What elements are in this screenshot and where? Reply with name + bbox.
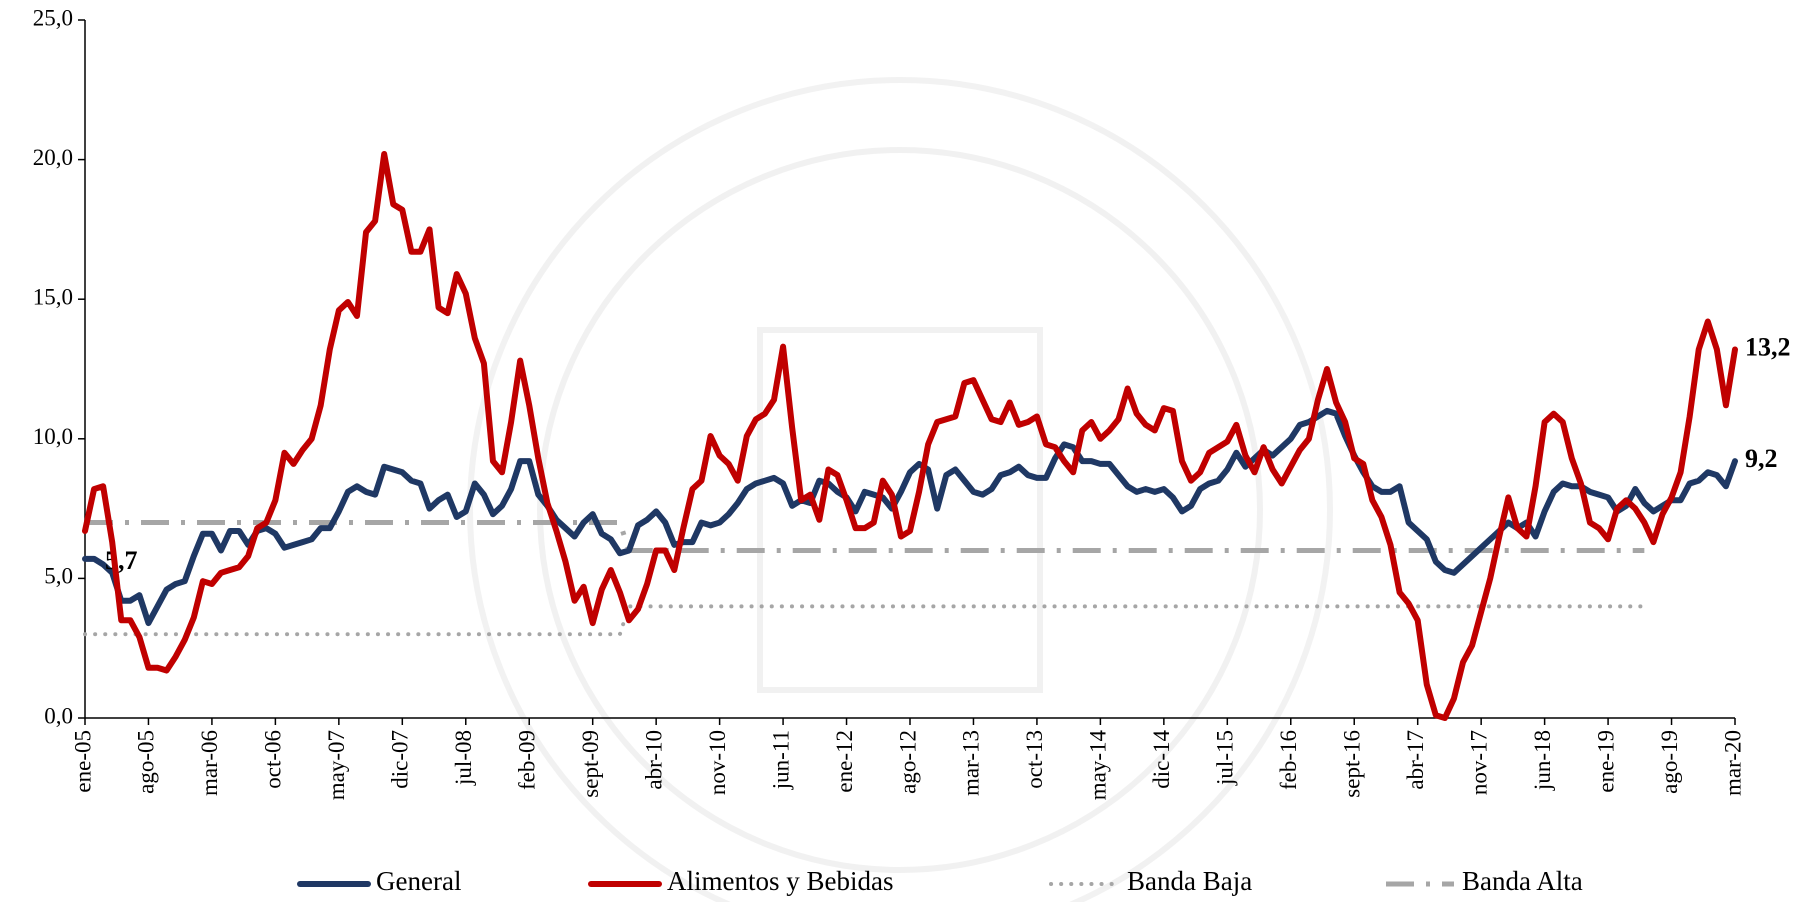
y-tick-label: 5,0 [44,564,73,589]
x-tick-label: jun-18 [1530,730,1555,791]
x-tick-label: jul-08 [451,730,476,786]
y-tick-label: 25,0 [33,5,73,30]
x-tick-label: mar-06 [197,730,222,796]
x-tick-label: ago-19 [1657,730,1682,794]
legend-label: General [376,866,461,896]
series-line [85,520,1645,553]
x-tick-label: sept-09 [578,730,603,798]
x-tick-label: ene-19 [1593,730,1618,793]
x-tick-label: abr-10 [641,730,666,790]
x-tick-label: feb-09 [515,730,540,790]
x-tick-label: dic-14 [1149,730,1174,789]
x-tick-label: oct-13 [1022,730,1047,789]
watermark [467,77,1333,902]
x-tick-label: jun-11 [768,730,793,790]
x-tick-label: ene-12 [832,730,857,793]
series-line [82,407,1738,627]
data-label: 13,2 [1745,332,1791,361]
x-tick-label: nov-10 [705,730,730,795]
y-tick-label: 20,0 [33,145,73,170]
x-tick-label: may-14 [1086,730,1111,801]
series-line [83,604,1647,637]
legend-label: Alimentos y Bebidas [667,866,893,896]
x-tick-label: ene-05 [70,730,95,793]
x-tick-label: sept-16 [1340,730,1365,798]
y-tick-label: 15,0 [33,284,73,309]
data-label: 5,7 [105,546,138,575]
x-tick-label: jul-15 [1213,730,1238,786]
x-tick-label: dic-07 [388,730,413,789]
legend-label: Banda Alta [1462,866,1583,896]
x-tick-label: nov-17 [1466,730,1491,795]
series-line [82,151,1738,721]
x-tick-label: may-07 [324,730,349,800]
data-label: 9,2 [1745,444,1778,473]
y-tick-label: 10,0 [33,424,73,449]
x-tick-label: abr-17 [1403,730,1428,790]
x-tick-label: ago-05 [134,730,159,794]
y-tick-label: 0,0 [44,703,73,728]
legend-label: Banda Baja [1127,866,1252,896]
x-tick-label: mar-13 [959,730,984,796]
x-tick-label: ago-12 [895,730,920,794]
x-tick-label: feb-16 [1276,730,1301,790]
x-tick-label: oct-06 [261,730,286,789]
x-tick-label: mar-20 [1720,730,1745,796]
